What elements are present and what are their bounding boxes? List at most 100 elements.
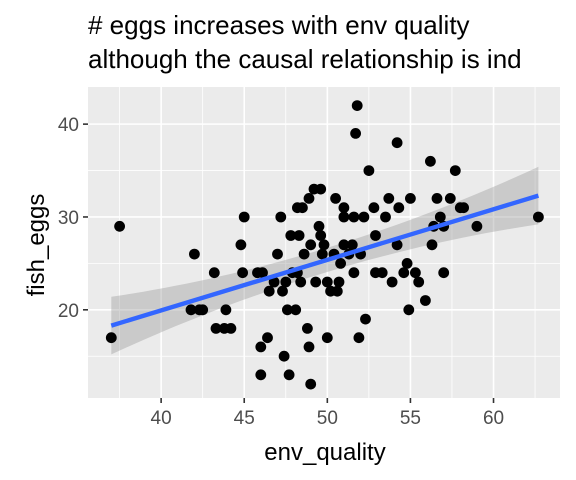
data-point bbox=[298, 248, 310, 260]
data-point bbox=[208, 267, 220, 279]
regression-line-layer bbox=[110, 193, 540, 328]
data-point bbox=[235, 239, 247, 251]
y-tick-label: 30 bbox=[58, 208, 79, 229]
data-point bbox=[410, 267, 421, 279]
data-point bbox=[238, 211, 250, 223]
data-point bbox=[283, 369, 295, 381]
data-point bbox=[285, 230, 297, 241]
x-tick-label: 45 bbox=[234, 408, 255, 429]
data-point bbox=[350, 127, 361, 139]
data-point bbox=[315, 230, 327, 241]
data-point bbox=[297, 202, 308, 214]
data-point bbox=[310, 276, 322, 288]
data-point bbox=[426, 239, 438, 251]
data-point bbox=[333, 276, 345, 288]
regression-line bbox=[110, 193, 540, 328]
data-point bbox=[338, 211, 350, 223]
data-point bbox=[290, 304, 302, 316]
data-point bbox=[262, 332, 273, 344]
data-point bbox=[303, 193, 315, 204]
data-point bbox=[351, 100, 363, 111]
data-point bbox=[277, 285, 288, 297]
data-point bbox=[338, 202, 350, 214]
data-point bbox=[315, 183, 327, 195]
data-point bbox=[398, 267, 410, 279]
data-point bbox=[420, 295, 431, 306]
x-tick-label: 60 bbox=[483, 408, 504, 429]
data-point bbox=[403, 304, 415, 316]
data-point bbox=[105, 332, 117, 344]
data-point bbox=[321, 276, 333, 288]
x-tick-label: 50 bbox=[317, 408, 338, 429]
x-axis: 40 45 50 55 60 bbox=[151, 398, 504, 429]
data-point bbox=[210, 323, 222, 334]
data-point bbox=[318, 239, 330, 251]
data-point bbox=[185, 304, 197, 316]
data-point bbox=[380, 211, 391, 223]
data-point bbox=[331, 285, 343, 297]
data-point bbox=[293, 230, 305, 241]
chart-title-line-2: although the causal relationship is ind bbox=[88, 44, 522, 74]
data-point bbox=[295, 276, 307, 288]
data-point bbox=[431, 193, 443, 204]
y-tick-label: 40 bbox=[58, 115, 79, 136]
data-point bbox=[444, 193, 456, 204]
data-point bbox=[189, 248, 200, 260]
data-point bbox=[303, 341, 315, 353]
data-point bbox=[282, 304, 293, 316]
chart-title-line-1: # eggs increases with env quality bbox=[88, 10, 470, 40]
data-point bbox=[363, 165, 375, 177]
data-point bbox=[302, 323, 313, 334]
data-point bbox=[313, 220, 325, 232]
data-point bbox=[405, 193, 416, 204]
data-point bbox=[449, 165, 461, 177]
x-tick-label: 55 bbox=[400, 408, 421, 429]
data-point bbox=[225, 323, 237, 334]
data-point bbox=[255, 369, 267, 381]
data-point bbox=[391, 137, 403, 149]
data-point bbox=[305, 378, 317, 390]
data-point bbox=[348, 211, 360, 223]
data-point bbox=[368, 202, 380, 214]
data-point bbox=[335, 258, 346, 269]
data-point bbox=[330, 193, 341, 204]
data-point bbox=[338, 239, 350, 251]
data-point bbox=[434, 211, 446, 223]
data-point bbox=[197, 304, 209, 316]
data-point bbox=[346, 239, 358, 251]
data-point bbox=[316, 248, 328, 260]
data-point bbox=[255, 341, 267, 353]
y-tick-label: 20 bbox=[58, 301, 79, 322]
data-point bbox=[114, 220, 125, 232]
data-point bbox=[275, 211, 287, 223]
y-axis-title: fish_eggs bbox=[23, 194, 50, 297]
data-point bbox=[386, 276, 398, 288]
data-point bbox=[471, 220, 483, 232]
data-point bbox=[383, 193, 395, 204]
y-axis: 20 30 40 bbox=[58, 115, 88, 322]
data-point bbox=[438, 267, 450, 279]
data-point bbox=[353, 332, 365, 344]
data-point bbox=[268, 276, 280, 288]
data-point bbox=[401, 258, 413, 269]
data-point bbox=[278, 350, 290, 362]
data-point bbox=[263, 285, 275, 297]
data-point bbox=[237, 267, 249, 279]
data-point bbox=[370, 230, 381, 241]
minor-gridlines bbox=[88, 87, 560, 398]
data-point bbox=[321, 332, 333, 344]
data-point bbox=[348, 267, 360, 279]
data-point bbox=[458, 202, 469, 214]
data-point bbox=[425, 155, 436, 167]
x-axis-title: env_quality bbox=[264, 439, 385, 466]
data-point bbox=[393, 202, 405, 214]
data-point bbox=[360, 313, 371, 325]
data-point bbox=[272, 248, 283, 260]
x-tick-label: 40 bbox=[151, 408, 172, 429]
data-point bbox=[257, 267, 268, 279]
data-point bbox=[391, 239, 403, 251]
data-point bbox=[358, 211, 370, 223]
data-point bbox=[220, 304, 232, 316]
data-point bbox=[533, 211, 544, 223]
